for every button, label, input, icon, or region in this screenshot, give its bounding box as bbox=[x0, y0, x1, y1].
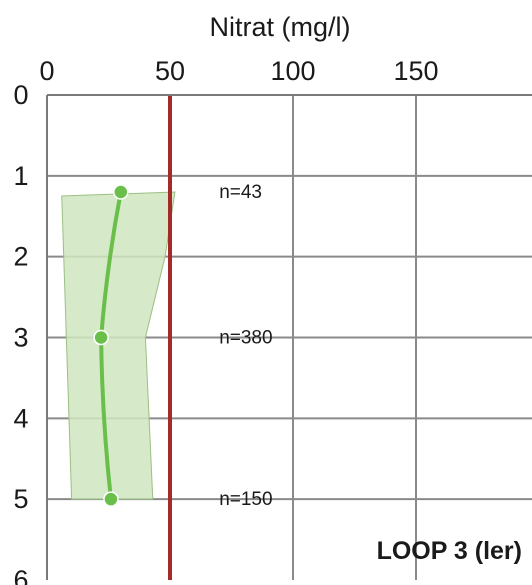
y-tick-label: 6 bbox=[13, 565, 28, 585]
y-tick-label: 4 bbox=[13, 403, 28, 433]
x-tick-label: 50 bbox=[155, 56, 185, 86]
y-tick-label: 5 bbox=[13, 484, 28, 514]
x-axis-title: Nitrat (mg/l) bbox=[210, 12, 351, 42]
sample-count-label: n=150 bbox=[219, 489, 272, 510]
annotation-layer: n=43 n=380 n=150 bbox=[219, 182, 272, 510]
range-band-layer bbox=[61, 191, 176, 500]
y-tick-label: 1 bbox=[13, 161, 28, 191]
x-tick-label: 0 bbox=[39, 56, 54, 86]
x-tick-label: 150 bbox=[393, 56, 438, 86]
sample-count-label: n=380 bbox=[219, 328, 272, 349]
y-tick-label: 0 bbox=[13, 80, 28, 110]
x-tick-label: 100 bbox=[270, 56, 315, 86]
plot-frame bbox=[46, 94, 532, 580]
y-tick-label: 2 bbox=[13, 242, 28, 272]
data-point bbox=[113, 184, 129, 200]
y-tick-label: 3 bbox=[13, 323, 28, 353]
x-tick-labels: 0 50 100 150 bbox=[39, 56, 438, 86]
series-layer bbox=[93, 184, 129, 507]
y-tick-labels: 0 1 2 3 4 5 6 bbox=[13, 80, 28, 585]
panel-label: LOOP 3 (ler) bbox=[377, 537, 522, 565]
data-point bbox=[93, 329, 109, 346]
data-point bbox=[103, 491, 119, 507]
sample-count-label: n=43 bbox=[219, 182, 262, 203]
range-band bbox=[61, 191, 176, 500]
